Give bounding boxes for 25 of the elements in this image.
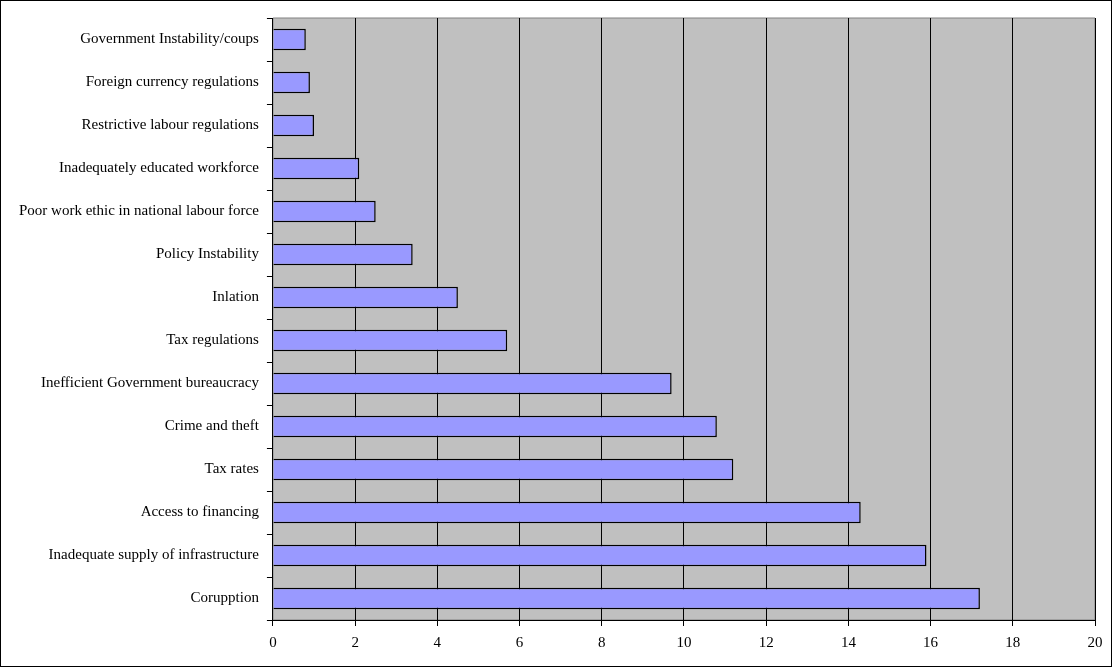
y-tick-label: Inadequately educated workforce <box>59 159 260 176</box>
x-tick-label: 4 <box>433 633 442 650</box>
x-tick-label: 8 <box>598 633 606 650</box>
x-tick-label: 0 <box>269 633 277 650</box>
x-tick-label: 16 <box>923 633 939 650</box>
y-tick-label: Crime and theft <box>164 417 260 434</box>
y-tick-label: Corupption <box>190 589 260 606</box>
x-tick-label: 12 <box>758 633 774 650</box>
y-tick-label: Tax rates <box>204 460 260 477</box>
y-tick-label: Inlation <box>212 288 260 305</box>
y-tick-label: Restrictive labour regulations <box>81 116 260 133</box>
y-tick-label: Policy Instability <box>156 245 260 262</box>
y-tick-label: Tax regulations <box>166 331 260 348</box>
y-tick-label: Inadequate supply of infrastructure <box>48 546 260 563</box>
x-tick-label: 14 <box>840 633 857 650</box>
x-tick-label: 20 <box>1087 633 1103 650</box>
x-tick-label: 18 <box>1005 633 1021 650</box>
x-tick-label: 6 <box>515 633 524 650</box>
y-tick-label: Government Instability/coups <box>80 30 260 47</box>
x-tick-label: 10 <box>676 633 692 650</box>
y-tick-label: Inefficient Government bureaucracy <box>40 374 260 391</box>
y-tick-label: Access to financing <box>140 503 260 520</box>
y-tick-label: Foreign currency regulations <box>85 73 260 90</box>
y-tick-label: Poor work ethic in national labour force <box>18 202 260 219</box>
x-tick-label: 2 <box>351 633 359 650</box>
